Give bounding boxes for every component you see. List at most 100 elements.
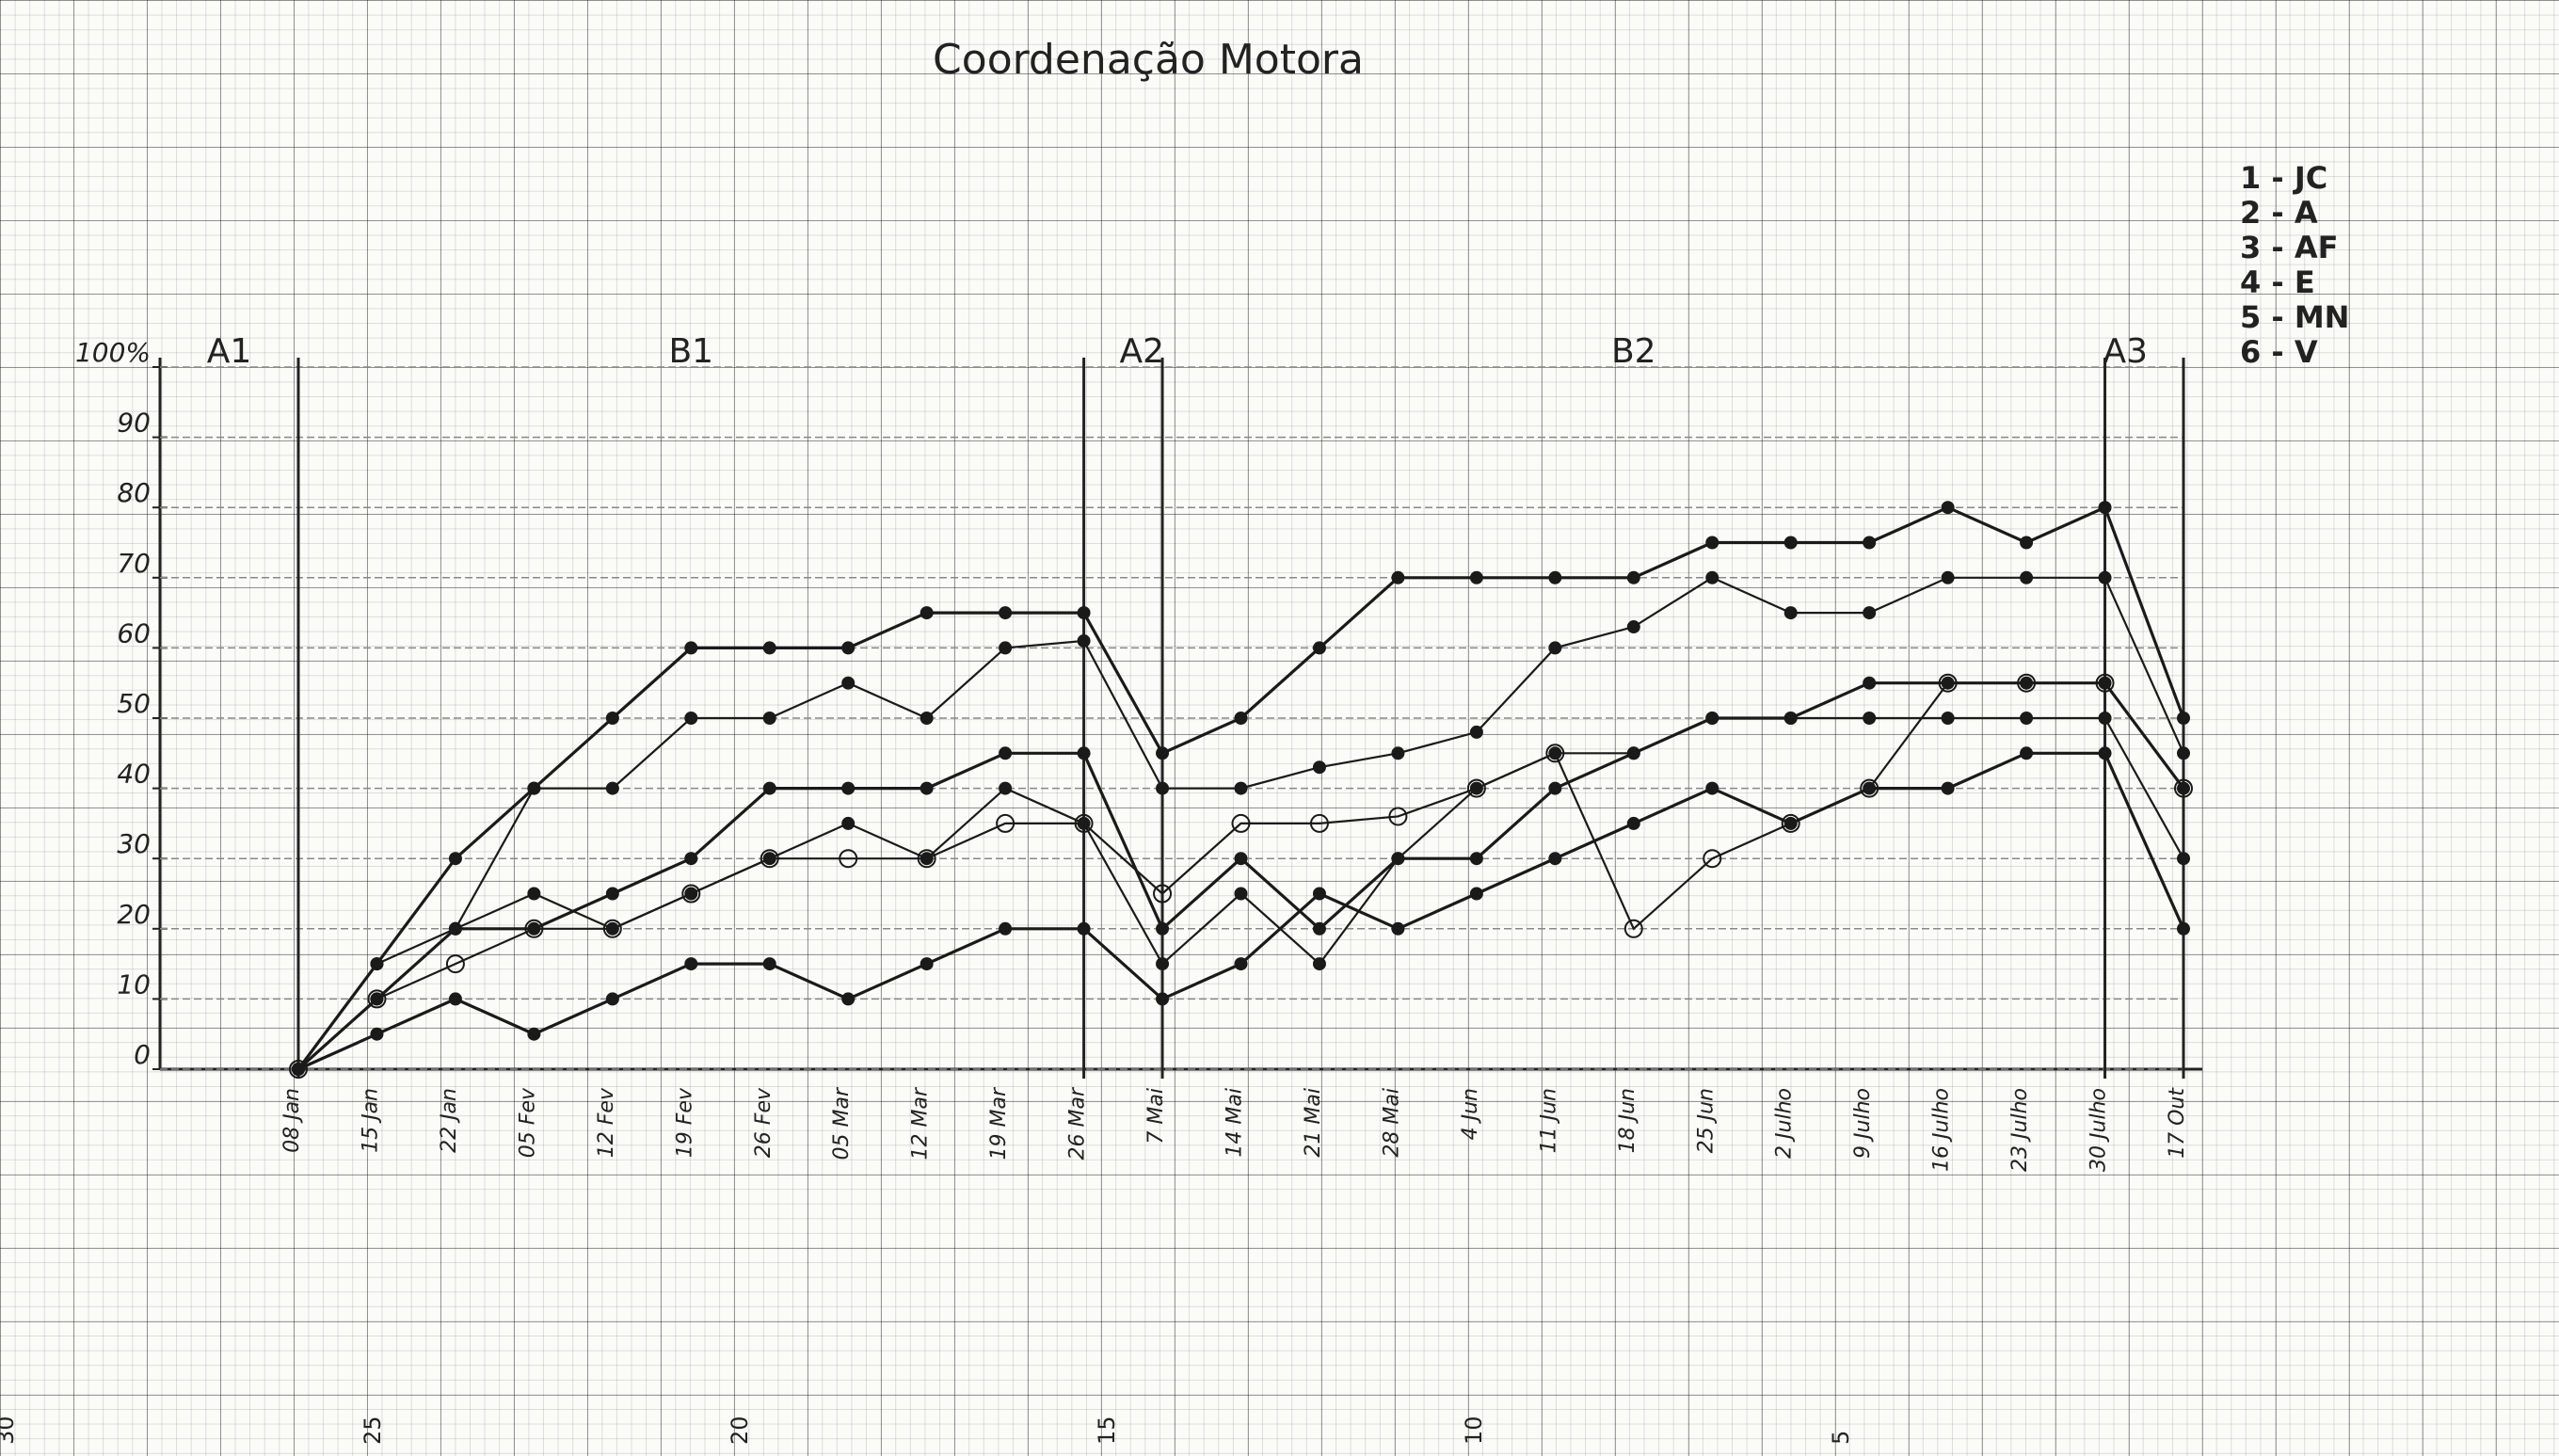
legend-label: 1 - JC	[2240, 160, 2327, 196]
data-point	[921, 958, 933, 969]
data-point	[607, 712, 618, 724]
data-point	[2100, 572, 2111, 584]
data-point	[1471, 888, 1482, 900]
data-point	[1549, 572, 1560, 584]
data-point	[1157, 923, 1168, 935]
data-point	[685, 853, 696, 864]
data-point	[842, 783, 854, 794]
data-point	[921, 712, 933, 724]
data-point	[1785, 712, 1797, 724]
y-tick-label: 80	[117, 477, 151, 508]
data-point	[1000, 747, 1011, 759]
data-point	[1943, 572, 1954, 584]
data-point	[1079, 635, 1090, 647]
data-point	[764, 712, 776, 724]
phase-label: A3	[2103, 332, 2149, 371]
paper-scale-label: 25	[360, 1416, 386, 1445]
paper-scale-label: 10	[1461, 1416, 1487, 1445]
data-point	[1785, 537, 1797, 549]
data-point	[1943, 712, 1954, 724]
legend-label: 5 - MN	[2240, 299, 2349, 335]
data-point	[1314, 888, 1325, 900]
data-point	[1706, 572, 1718, 584]
x-tick-label: 22 Jan	[438, 1088, 461, 1153]
data-point	[2021, 572, 2032, 584]
data-point	[607, 993, 618, 1004]
data-point	[842, 678, 854, 689]
x-tick-label: 15 Jan	[359, 1088, 382, 1153]
phase-label: A1	[207, 332, 252, 371]
legend-label: 4 - E	[2240, 264, 2315, 300]
data-point	[1236, 783, 1247, 794]
data-point	[2021, 537, 2032, 549]
paper-scale-label: 30	[0, 1416, 19, 1445]
data-point	[2178, 712, 2189, 724]
data-point	[1549, 783, 1560, 794]
data-point	[2100, 747, 2111, 759]
data-point	[842, 993, 854, 1004]
data-point	[450, 853, 461, 864]
data-point	[1392, 923, 1403, 935]
data-point	[1863, 712, 1875, 724]
data-point	[1706, 783, 1718, 794]
legend-label: 2 - A	[2240, 195, 2318, 231]
x-tick-label: 14 Mai	[1224, 1088, 1247, 1158]
y-tick-label: 20	[117, 899, 151, 930]
y-tick-label: 30	[117, 828, 151, 859]
phase-label: B2	[1611, 332, 1656, 371]
y-tick-label: 90	[117, 408, 151, 439]
data-point	[1236, 853, 1247, 864]
data-point	[2178, 853, 2189, 864]
data-point	[1314, 761, 1325, 773]
data-point	[450, 993, 461, 1004]
y-tick-label: 0	[134, 1039, 151, 1070]
paper-scale-label: 20	[727, 1416, 753, 1445]
x-tick-label: 9 Julho	[1851, 1088, 1875, 1159]
data-point	[1157, 958, 1168, 969]
x-tick-label: 19 Fev	[673, 1087, 696, 1158]
chart: Coordenação Motora 010203040506070809010…	[0, 0, 2559, 1456]
series-line	[298, 683, 2183, 1069]
data-point	[1549, 642, 1560, 653]
x-tick-label: 28 Mai	[1380, 1088, 1403, 1158]
x-tick-label: 05 Fev	[516, 1087, 539, 1158]
data-point	[685, 958, 696, 969]
data-point	[1471, 727, 1482, 738]
data-point	[1236, 888, 1247, 900]
x-tick-label: 19 Mar	[987, 1086, 1011, 1160]
x-tick-label: 05 Mar	[830, 1086, 854, 1160]
data-point	[1785, 607, 1797, 618]
data-point	[371, 1029, 382, 1040]
data-point	[2100, 712, 2111, 724]
data-point	[1079, 747, 1090, 759]
x-tick-label: 18 Jun	[1616, 1088, 1639, 1153]
paper-scale-label: 15	[1094, 1416, 1120, 1445]
data-point	[764, 642, 776, 653]
x-tick-label: 17 Out	[2166, 1087, 2189, 1159]
data-point	[1943, 783, 1954, 794]
data-point	[1628, 818, 1639, 829]
x-tick-label: 26 Mar	[1066, 1086, 1090, 1160]
data-point	[1236, 958, 1247, 969]
data-point	[842, 818, 854, 829]
y-tick-label: 50	[117, 688, 151, 719]
data-point	[1628, 572, 1639, 584]
phase-label: B1	[668, 332, 713, 371]
data-point	[1863, 537, 1875, 549]
data-point	[2178, 923, 2189, 935]
x-tick-label: 08 Jan	[280, 1088, 304, 1153]
x-tick-label: 30 Julho	[2087, 1088, 2111, 1172]
paper-scale-label: 5	[1828, 1431, 1854, 1445]
data-point	[1628, 747, 1639, 759]
data-point	[685, 712, 696, 724]
y-tick-label: 70	[117, 548, 151, 579]
data-point	[528, 1029, 539, 1040]
data-point	[1000, 783, 1011, 794]
data-point	[921, 783, 933, 794]
data-point	[921, 607, 933, 618]
series-line	[298, 683, 2183, 1069]
x-tick-label: 16 Julho	[1930, 1088, 1954, 1172]
x-tick-label: 11 Jun	[1537, 1088, 1560, 1153]
data-point	[1706, 537, 1718, 549]
legend-label: 3 - AF	[2240, 230, 2338, 265]
